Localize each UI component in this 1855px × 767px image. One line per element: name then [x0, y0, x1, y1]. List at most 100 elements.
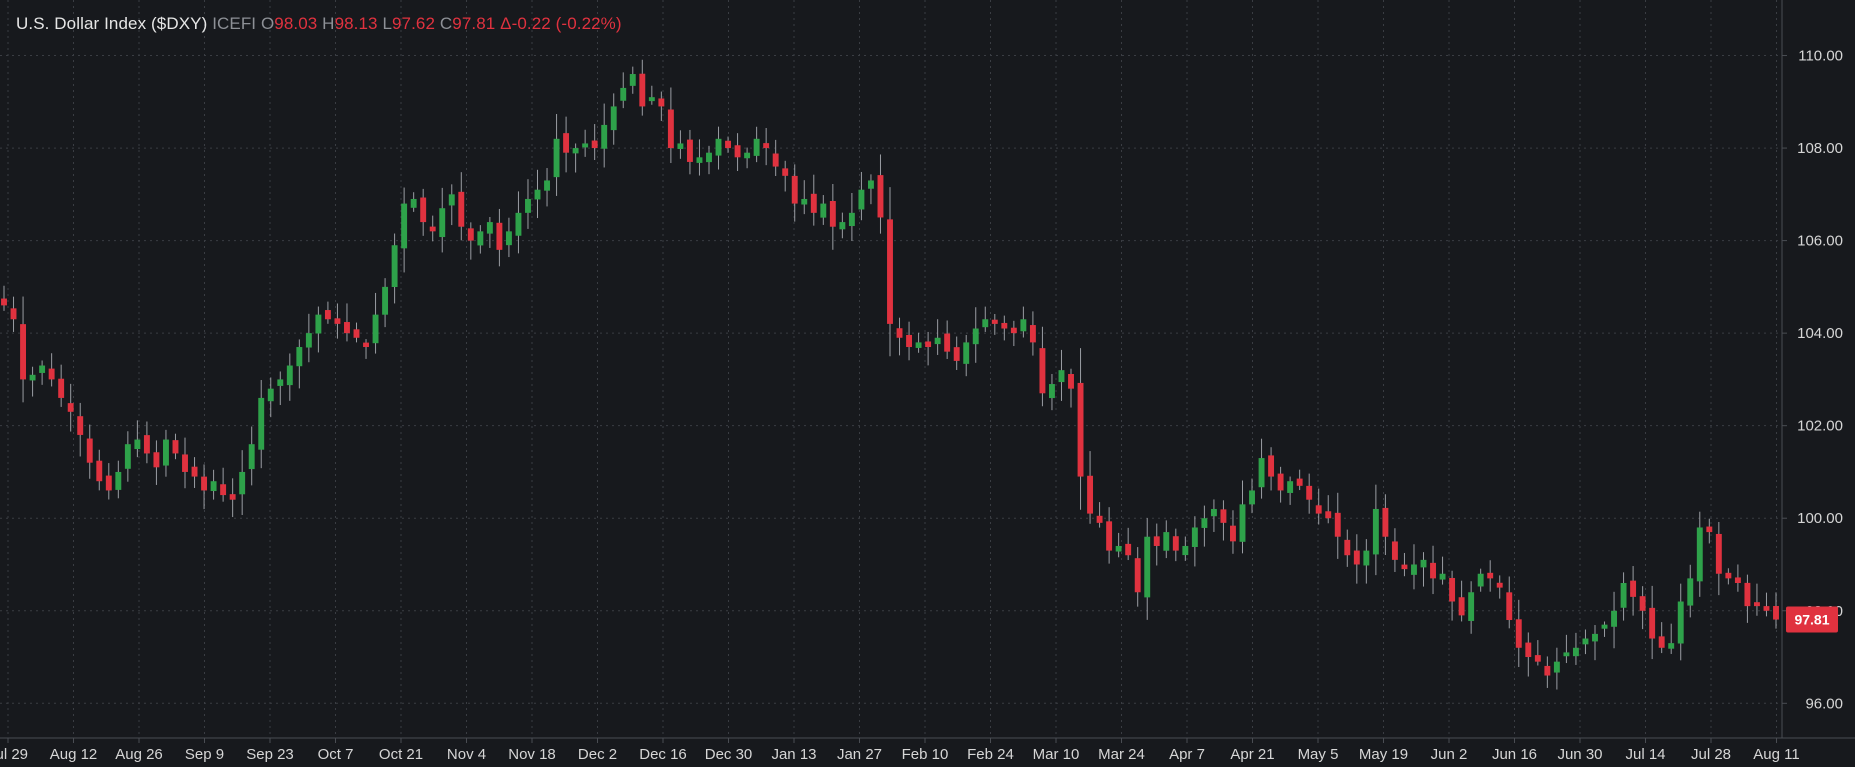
candle-body	[515, 212, 522, 236]
candle-body	[953, 347, 960, 361]
candle	[248, 426, 255, 486]
candle	[696, 139, 703, 176]
candle	[363, 339, 369, 359]
candle-body	[1382, 507, 1389, 537]
candle	[1639, 586, 1646, 630]
candle-body	[143, 435, 150, 454]
candle	[839, 212, 846, 239]
x-tick-label: Feb 24	[967, 746, 1014, 763]
candle-body	[1630, 580, 1637, 597]
candle	[1096, 502, 1103, 528]
candle	[1077, 348, 1084, 510]
candle-body	[1353, 550, 1360, 565]
candle-body	[1668, 643, 1675, 649]
candle-body	[315, 314, 322, 334]
candle-body	[934, 337, 941, 345]
candle	[1315, 488, 1322, 525]
candle	[896, 317, 903, 356]
candle	[1153, 523, 1160, 566]
candle-body	[1420, 559, 1427, 568]
candle-body	[1572, 647, 1579, 657]
candle-body	[991, 319, 998, 324]
symbol-title[interactable]: U.S. Dollar Index ($DXY)	[16, 14, 208, 33]
candle	[1763, 592, 1770, 617]
x-tick-label: Nov 18	[508, 746, 556, 763]
last-price-tag-bg	[1786, 606, 1838, 633]
candle-body	[258, 397, 265, 450]
candle-body	[191, 466, 198, 477]
candle-body	[420, 197, 427, 223]
time-axis[interactable]: Jul 29 Aug 12 Aug 26 Sep 9 Sep 23 Oct 7 Oct 21…	[0, 738, 1800, 763]
candle	[1144, 518, 1151, 620]
candle	[1172, 528, 1179, 562]
candle-body	[1563, 652, 1570, 657]
candle-body	[686, 139, 693, 162]
candle	[1534, 640, 1541, 666]
last-price-tag: 97.81	[1786, 606, 1838, 633]
candle-body	[1677, 601, 1684, 644]
candle	[315, 306, 322, 353]
candle-body	[1773, 606, 1779, 620]
candle-body	[801, 198, 808, 205]
candle	[505, 217, 512, 258]
x-tick-label: Jun 16	[1492, 746, 1537, 763]
candle	[858, 171, 865, 221]
candle	[925, 331, 932, 366]
candle-body	[448, 194, 455, 206]
candle	[1106, 507, 1113, 564]
candle-body	[896, 328, 903, 338]
candle-body	[1106, 521, 1113, 551]
low-value: 97.62	[392, 14, 436, 33]
candle	[763, 128, 770, 166]
candle	[1496, 575, 1503, 599]
candle-body	[1039, 348, 1046, 394]
candle	[1753, 583, 1760, 616]
candle-body	[153, 452, 160, 468]
candle-body	[1144, 536, 1151, 598]
candle	[1134, 547, 1141, 607]
candle	[10, 296, 17, 332]
candle	[1544, 656, 1551, 688]
candle-body	[667, 109, 674, 149]
candle-body	[1372, 508, 1379, 555]
x-tick-label: Aug 11	[1753, 746, 1799, 763]
candle-body	[1068, 374, 1074, 389]
vertical-gridlines	[7, 0, 1777, 738]
candle	[1058, 349, 1065, 401]
candle	[820, 195, 827, 225]
candle-body	[848, 212, 855, 227]
candle	[448, 184, 455, 226]
candle-body	[1153, 536, 1160, 546]
candle	[229, 478, 236, 518]
candle	[86, 424, 93, 479]
x-tick-label: Aug 26	[115, 746, 163, 763]
candle-body	[1496, 582, 1503, 588]
candle	[1296, 469, 1303, 491]
candle	[239, 450, 246, 516]
candle	[1411, 544, 1417, 590]
candle-body	[867, 180, 874, 189]
candle-body	[1210, 508, 1217, 517]
candle-body	[124, 444, 131, 469]
candle-body	[620, 87, 627, 101]
candle	[1401, 552, 1408, 577]
candle-body	[1649, 607, 1656, 639]
candle-body	[115, 471, 122, 490]
candle-body	[591, 140, 598, 149]
x-tick-label: Oct 21	[379, 746, 423, 763]
x-tick-label: Apr 21	[1230, 746, 1274, 763]
x-tick-label: Dec 30	[705, 746, 753, 763]
candle-body	[763, 143, 770, 149]
candle	[1677, 583, 1684, 661]
candle-body	[296, 347, 303, 367]
candle-body	[429, 226, 436, 232]
candle	[1029, 311, 1036, 356]
candle	[1515, 599, 1522, 668]
candle	[477, 225, 484, 254]
candle-body	[1458, 597, 1465, 616]
candle	[20, 296, 27, 403]
candle-body	[1582, 638, 1589, 645]
candle	[1220, 500, 1227, 541]
